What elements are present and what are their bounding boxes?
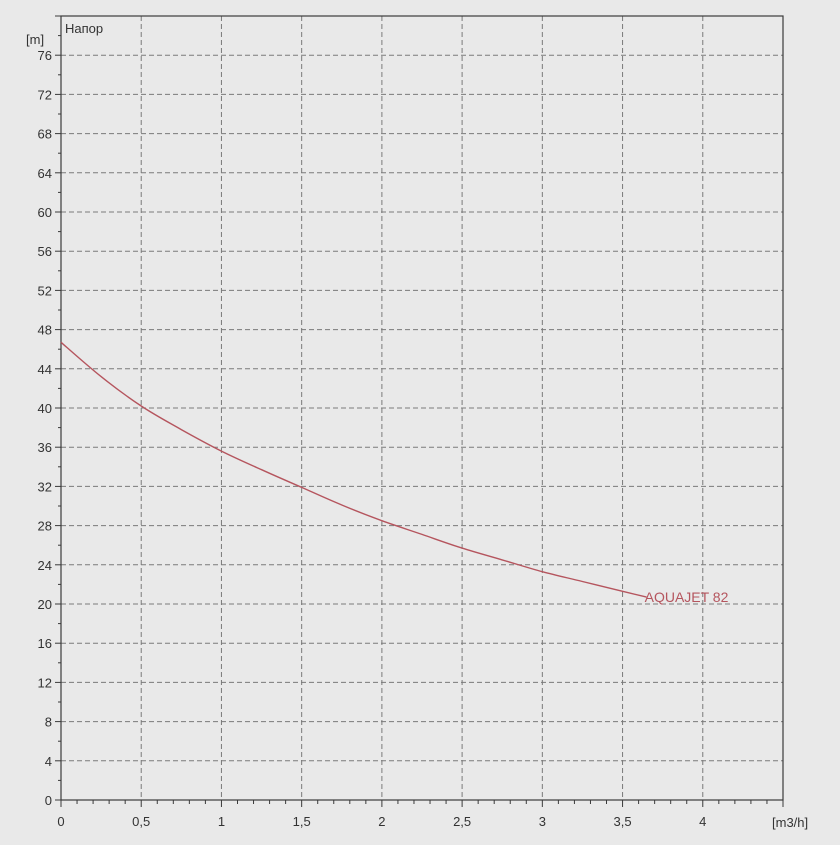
- y-tick-label: 60: [38, 205, 52, 220]
- y-tick-label: 56: [38, 244, 52, 259]
- series-label: AQUAJET 82: [645, 589, 729, 605]
- y-tick-label: 48: [38, 323, 52, 338]
- y-axis-label: [m]: [26, 32, 44, 47]
- y-tick-label: 4: [45, 754, 52, 769]
- x-tick-label: 0: [57, 814, 64, 829]
- x-tick-label: 1: [218, 814, 225, 829]
- x-tick-label: 1,5: [293, 814, 311, 829]
- x-tick-label: 0,5: [132, 814, 150, 829]
- x-tick-label: 2,5: [453, 814, 471, 829]
- x-tick-label: 3: [539, 814, 546, 829]
- x-tick-label: 3,5: [614, 814, 632, 829]
- y-tick-label: 36: [38, 440, 52, 455]
- y-tick-label: 28: [38, 519, 52, 534]
- y-tick-label: 20: [38, 597, 52, 612]
- y-tick-label: 40: [38, 401, 52, 416]
- x-axis-label: [m3/h]: [772, 815, 808, 830]
- y-tick-label: 32: [38, 479, 52, 494]
- y-tick-label: 68: [38, 127, 52, 142]
- y-tick-label: 72: [38, 87, 52, 102]
- y-tick-label: 12: [38, 675, 52, 690]
- x-tick-label: 2: [378, 814, 385, 829]
- y-tick-label: 8: [45, 715, 52, 730]
- y-tick-label: 24: [38, 558, 52, 573]
- x-tick-label: 4: [699, 814, 706, 829]
- y-tick-label: 52: [38, 283, 52, 298]
- y-tick-label: 76: [38, 48, 52, 63]
- y-tick-label: 44: [38, 362, 52, 377]
- chart-title: Напор: [65, 21, 103, 36]
- y-tick-label: 64: [38, 166, 52, 181]
- y-tick-label: 0: [45, 793, 52, 808]
- y-tick-label: 16: [38, 636, 52, 651]
